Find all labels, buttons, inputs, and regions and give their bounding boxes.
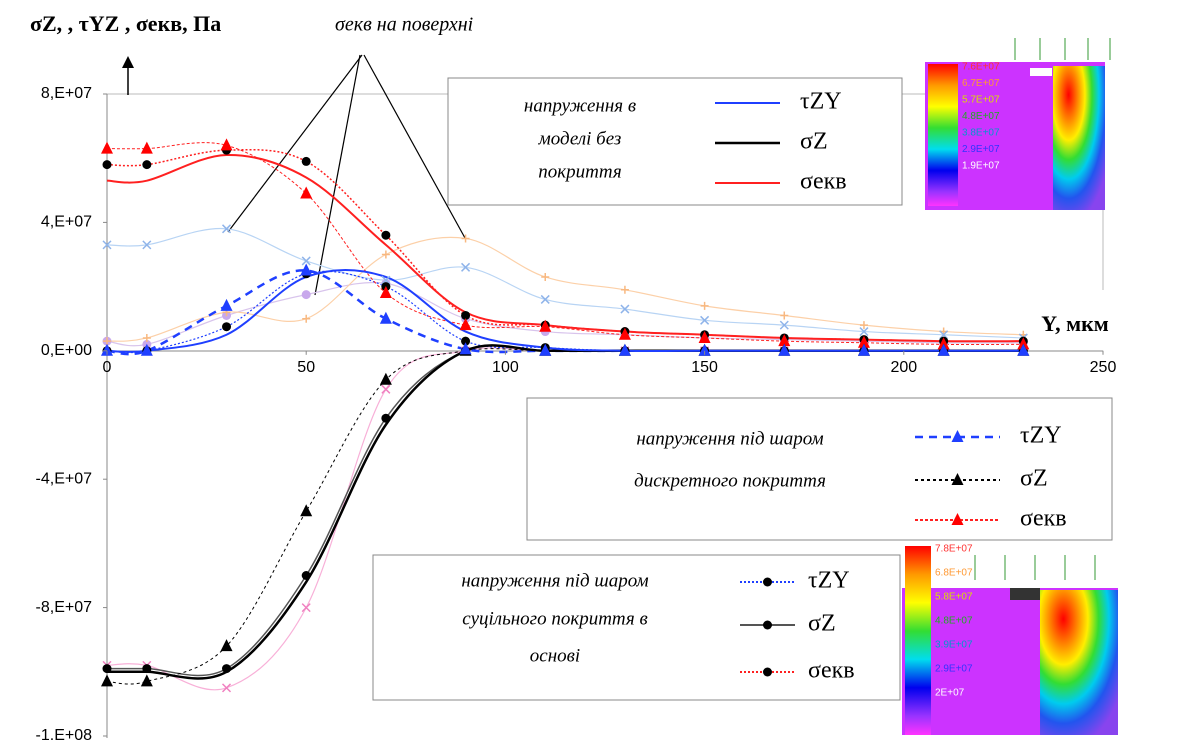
marker	[621, 286, 629, 294]
marker	[300, 187, 312, 199]
colorbar-label: 4.8E+07	[935, 616, 973, 627]
legend-label: σекв	[1020, 506, 1067, 532]
series-line	[107, 229, 1023, 338]
marker	[302, 157, 311, 166]
legend-title: напруження під шаром	[636, 428, 823, 449]
marker	[302, 571, 311, 580]
y-tick-label: 0,E+00	[41, 342, 92, 359]
marker	[382, 251, 390, 259]
y-tick-label: -4,E+07	[36, 470, 93, 487]
colorbar-label: 4.8E+07	[962, 111, 1000, 122]
x-axis-label: Y, мкм	[1041, 311, 1109, 336]
chart: σZ, , τYZ , σекв, Па Y, мкм σекв на пове…	[0, 0, 1180, 743]
legend-label: σZ	[800, 129, 828, 155]
colorbar-label: 2.9E+07	[935, 664, 973, 675]
series-line	[107, 237, 1023, 341]
contour	[1040, 590, 1118, 735]
y-tick-label: 4,E+07	[41, 214, 92, 231]
colorbar-label: 1.9E+07	[962, 161, 1000, 172]
legend-label: τZY	[808, 568, 850, 594]
legend-marker	[763, 621, 772, 630]
legend-title: суцільного покриття в	[462, 608, 647, 629]
y-axis-label: σZ, , τYZ , σекв, Па	[30, 11, 221, 36]
x-tick-label: 50	[297, 359, 315, 376]
annotation-arrow	[315, 55, 360, 295]
inset-detail	[1010, 588, 1040, 600]
legend-label: τZY	[1020, 423, 1062, 449]
marker	[103, 664, 112, 673]
marker	[143, 334, 151, 342]
load-arrows	[975, 555, 1095, 580]
legend-title: покриття	[538, 161, 621, 182]
marker	[221, 639, 233, 651]
inset-detail	[1030, 68, 1052, 76]
marker	[103, 160, 112, 169]
colorbar-label: 7.6E+07	[962, 62, 1000, 73]
inset-top	[925, 38, 1110, 210]
annotation-arrows	[228, 55, 465, 295]
x-tick-label: 250	[1090, 359, 1117, 376]
x-tick-label: 150	[691, 359, 718, 376]
y-tick-label: 8,E+07	[41, 85, 92, 102]
marker	[380, 373, 392, 385]
y-tick-label: -1.E+08	[36, 727, 93, 743]
marker	[221, 299, 233, 311]
legend-title: основі	[530, 645, 580, 666]
marker	[101, 674, 113, 686]
x-tick-label: 100	[492, 359, 519, 376]
marker	[701, 302, 709, 310]
marker	[541, 295, 549, 303]
colorbar-label: 6.8E+07	[935, 568, 973, 579]
marker	[780, 311, 788, 319]
annotation: σекв на поверхні	[335, 14, 473, 36]
marker	[142, 160, 151, 169]
colorbar	[905, 546, 931, 735]
marker	[302, 315, 310, 323]
legend-label: σZ	[1020, 466, 1048, 492]
x-tick-label: 200	[890, 359, 917, 376]
marker	[142, 664, 151, 673]
legend-title: моделі без	[538, 128, 622, 149]
marker	[101, 142, 113, 154]
x-tick-label: 0	[103, 359, 112, 376]
legend-label: σекв	[808, 658, 855, 684]
colorbar-label: 5.7E+07	[962, 95, 1000, 106]
marker	[382, 385, 390, 393]
colorbar-label: 6.7E+07	[962, 78, 1000, 89]
series-line	[107, 282, 1023, 345]
legend-title: напруження під шаром	[461, 570, 648, 591]
colorbar-label: 2.9E+07	[962, 144, 1000, 155]
marker	[300, 504, 312, 516]
y-tick-label: -8,E+07	[36, 599, 93, 616]
colorbar-label: 3.8E+07	[962, 128, 1000, 139]
marker	[222, 322, 231, 331]
legend-marker	[763, 668, 772, 677]
legend-title: дискретного покриття	[634, 470, 826, 491]
colorbar-label: 2E+07	[935, 688, 965, 699]
marker	[381, 414, 390, 423]
legend-marker	[763, 578, 772, 587]
colorbar-label: 5.8E+07	[935, 592, 973, 603]
marker	[302, 604, 310, 612]
legend-label: τZY	[800, 89, 842, 115]
marker	[141, 142, 153, 154]
marker	[302, 290, 311, 299]
colorbar-label: 7.8E+07	[935, 544, 973, 555]
legend-title: напруження в	[524, 95, 636, 116]
colorbar	[928, 64, 958, 206]
legend-label: σекв	[800, 169, 847, 195]
marker	[462, 234, 470, 242]
marker	[381, 231, 390, 240]
contour	[1053, 66, 1105, 210]
load-arrows	[1015, 38, 1110, 60]
marker	[223, 684, 231, 692]
marker	[541, 273, 549, 281]
colorbar-label: 3.9E+07	[935, 640, 973, 651]
marker	[222, 664, 231, 673]
legend-label: σZ	[808, 611, 836, 637]
